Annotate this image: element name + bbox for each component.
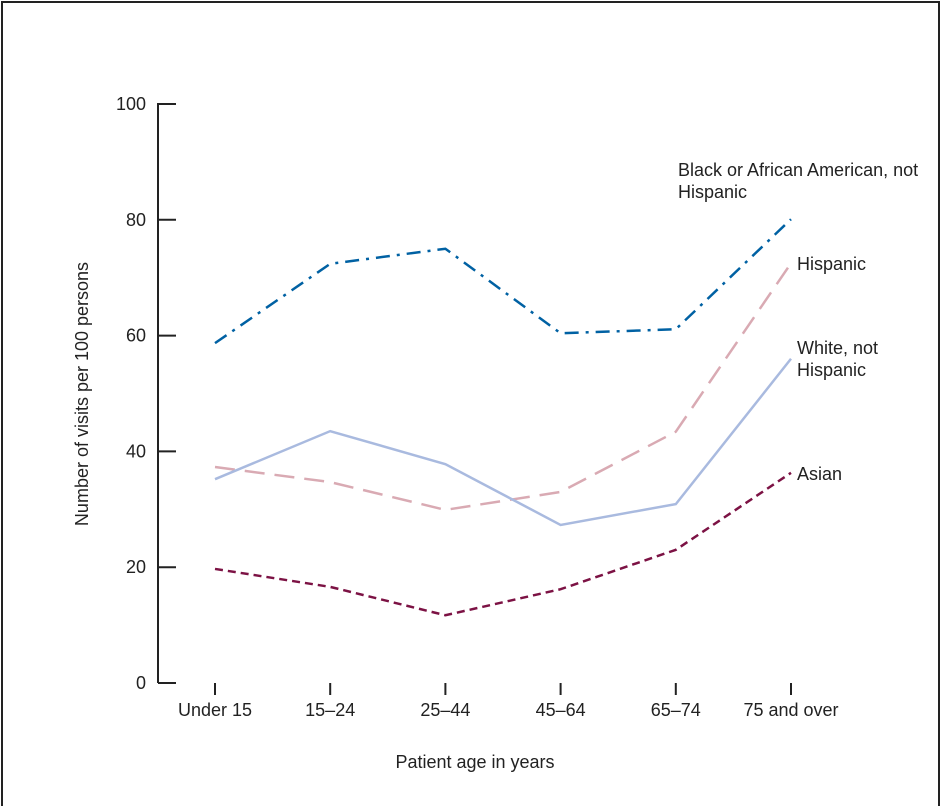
y-tick-label: 0: [136, 673, 146, 693]
x-tick-label: 45–64: [535, 700, 586, 720]
series-line: [214, 471, 792, 617]
series-line: [214, 357, 792, 527]
series-label: Asian: [797, 463, 843, 484]
series-line: [214, 262, 793, 512]
y-axis-title: Number of visits per 100 persons: [72, 262, 92, 526]
x-tick-label: 15–24: [305, 700, 356, 720]
series-label: Hispanic: [797, 254, 867, 275]
y-tick-label: 40: [126, 441, 146, 461]
y-tick-label: 100: [116, 94, 146, 114]
x-axis-title: Patient age in years: [395, 752, 554, 772]
x-tick-label: 25–44: [420, 700, 471, 720]
series-line: [214, 218, 792, 345]
y-tick-label: 20: [126, 557, 146, 577]
x-tick-label: 75 and over: [743, 700, 839, 720]
y-tick-label: 80: [126, 210, 146, 230]
x-tick-label: Under 15: [177, 700, 253, 720]
x-tick-label: 65–74: [650, 700, 701, 720]
y-tick-label: 60: [126, 326, 146, 346]
series-label: White, not Hispanic: [797, 337, 879, 380]
series-label: Black or African American, not Hispanic: [678, 160, 919, 203]
